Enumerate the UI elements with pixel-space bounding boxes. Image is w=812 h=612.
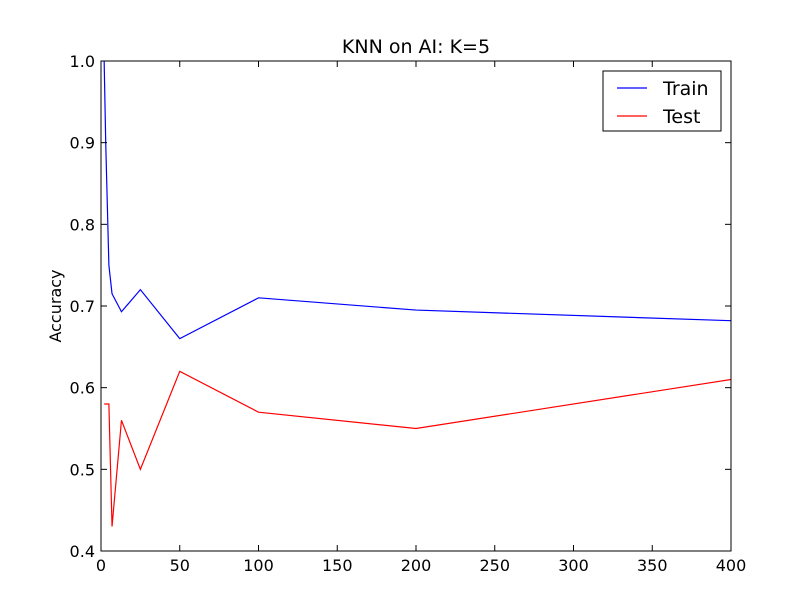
chart-title: KNN on AI: K=5 — [342, 36, 490, 58]
legend-box — [602, 70, 722, 132]
y-tick-label: 0.8 — [70, 215, 95, 234]
x-tick-label: 300 — [558, 556, 589, 575]
series-line-test — [104, 370, 731, 527]
axes-frame — [100, 60, 732, 552]
x-tick-label: 200 — [401, 556, 432, 575]
legend-label-test: Test — [662, 106, 700, 128]
x-tick-label: 150 — [322, 556, 353, 575]
x-tick-label: 250 — [479, 556, 510, 575]
x-tick-label: 400 — [716, 556, 747, 575]
x-tick-label: 0 — [96, 556, 106, 575]
y-tick-label: 0.5 — [70, 460, 95, 479]
legend-label-train: Train — [662, 78, 709, 100]
y-tick-label: 0.7 — [70, 297, 95, 316]
y-tick-label: 1.0 — [70, 52, 95, 71]
x-tick-label: 350 — [637, 556, 668, 575]
x-tick-label: 100 — [243, 556, 274, 575]
plot-background — [101, 61, 731, 551]
x-tick-label: 50 — [170, 556, 190, 575]
y-tick-label: 0.6 — [70, 379, 95, 398]
y-tick-label: 0.9 — [70, 134, 95, 153]
series-line-train — [103, 61, 731, 340]
y-axis-label: Accuracy — [46, 269, 65, 342]
y-tick-label: 0.4 — [70, 542, 95, 561]
legend: Train Test — [602, 70, 722, 132]
plot-area: 0 50 100 150 200 250 300 350 400 0.4 0.5 0.6 0.7 0.8 0… — [70, 52, 747, 575]
